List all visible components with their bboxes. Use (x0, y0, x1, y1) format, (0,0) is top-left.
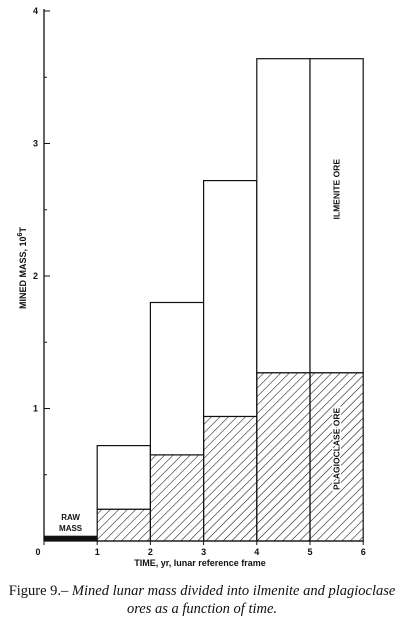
ilmenite-bar-1 (96, 445, 151, 510)
ilmenite-bar-4 (256, 58, 311, 374)
ilmenite-bar-2 (149, 301, 205, 456)
x-axis-label: TIME, yr, lunar reference frame (134, 558, 266, 568)
figure-caption-text: Mined lunar mass divided into ilmenite a… (71, 583, 396, 617)
y-tick-label-2: 2 (33, 271, 38, 281)
plagioclase-ore-label: PLAGIOCLASE ORE (332, 408, 342, 491)
figure-caption: Figure 9.– Mined lunar mass divided into… (6, 582, 398, 618)
y-tick-label-3: 3 (33, 139, 38, 149)
y-axis-label: MINED MASS, 106T (17, 227, 28, 309)
ilmenite-ore-label: ILMENITE ORE (332, 159, 342, 220)
plagioclase-bar-2 (149, 454, 205, 542)
x-tick-label-2: 2 (148, 547, 153, 557)
x-tick-label-0: 0 (35, 547, 40, 557)
raw-mass-label-line2: MASS (59, 524, 83, 533)
figure-label: Figure 9.– (8, 583, 69, 599)
plot-area (44, 58, 364, 542)
raw-mass-bar (44, 535, 98, 541)
plagioclase-bar-1 (96, 508, 151, 542)
x-tick-label-4: 4 (254, 547, 259, 557)
axes: 1 2 3 4 0 1 2 3 4 5 6 RAW MASS ILMENITE ORE PLAGIOCLAS… (33, 6, 366, 557)
mined-mass-chart: 1 2 3 4 0 1 2 3 4 5 6 RAW MASS ILMENITE ORE PLAGIOCLAS… (17, 6, 366, 568)
plagioclase-bar-3 (203, 415, 258, 542)
y-tick-label-4: 4 (33, 6, 38, 16)
plagioclase-bar-4 (256, 372, 311, 542)
raw-mass-label-line1: RAW (61, 513, 80, 522)
x-tick-label-1: 1 (95, 547, 100, 557)
plagioclase-bar-5 (309, 372, 364, 542)
ilmenite-bar-5 (309, 58, 364, 374)
x-tick-label-3: 3 (201, 547, 206, 557)
x-tick-label-5: 5 (307, 547, 312, 557)
ilmenite-bar-3 (203, 180, 258, 418)
x-tick-label-6: 6 (361, 547, 366, 557)
y-tick-label-1: 1 (33, 404, 38, 414)
